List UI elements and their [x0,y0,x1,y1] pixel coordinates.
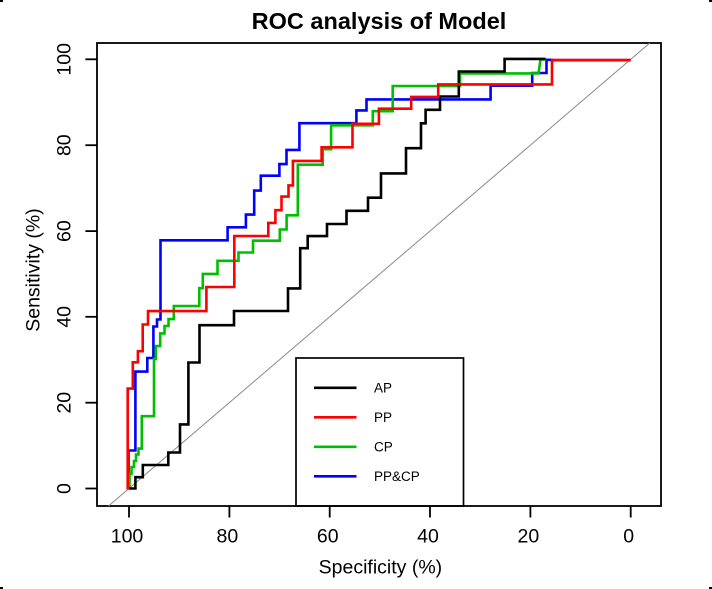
svg-text:Sensitivity (%): Sensitivity (%) [23,208,45,332]
svg-text:20: 20 [54,392,76,414]
svg-text:40: 40 [417,526,439,548]
svg-text:ROC analysis of Model: ROC analysis of Model [252,8,507,34]
svg-text:0: 0 [54,483,76,494]
svg-text:PP&CP: PP&CP [374,469,420,484]
svg-text:100: 100 [54,43,76,76]
svg-text:60: 60 [317,526,339,548]
svg-text:60: 60 [54,220,76,242]
svg-text:40: 40 [54,306,76,328]
svg-text:0: 0 [623,526,634,548]
svg-text:AP: AP [374,380,392,395]
svg-text:100: 100 [111,526,144,548]
svg-text:80: 80 [217,526,239,548]
svg-text:Specificity (%): Specificity (%) [319,557,443,579]
svg-text:80: 80 [54,134,76,156]
svg-text:CP: CP [374,439,393,454]
svg-text:PP: PP [374,410,392,425]
svg-text:20: 20 [518,526,540,548]
